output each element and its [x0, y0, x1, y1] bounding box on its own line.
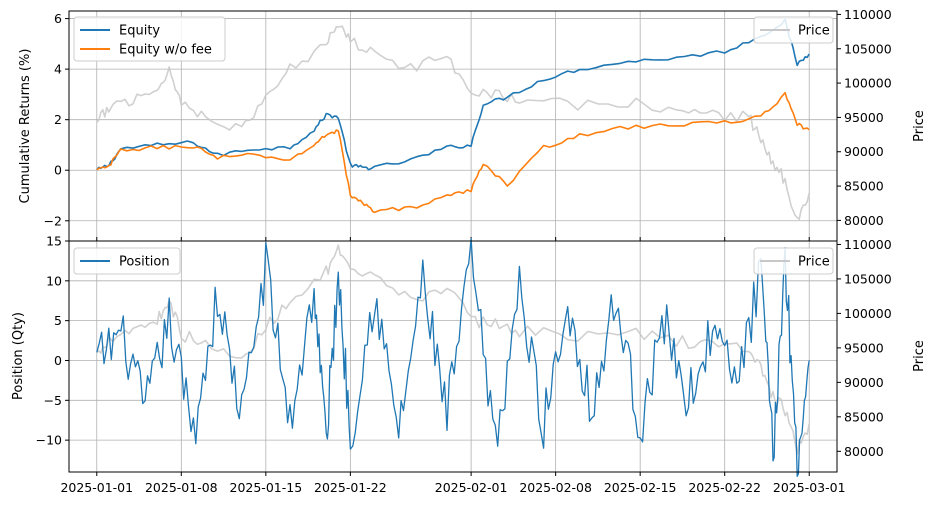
legend-box: [73, 247, 181, 275]
price-tick-label: 90000: [844, 375, 884, 390]
series-line-price: [96, 25, 810, 221]
y-tick-label: 15: [46, 234, 62, 249]
position-y-axis-label: Position (Qty): [11, 312, 26, 400]
x-tick-label: 2025-02-01: [435, 480, 508, 495]
returns-legend-left: Equity Equity w/o fee: [73, 16, 226, 62]
y-tick-label: 10: [46, 273, 62, 288]
price-tick-label: 105000: [844, 271, 892, 286]
y-tick-label: 5: [54, 313, 62, 328]
returns-legend-right: Price: [753, 16, 834, 44]
series-line-position: [96, 238, 810, 477]
legend-box: [73, 16, 226, 62]
legend-label-position: Position: [119, 255, 170, 270]
x-tick-label: 2025-01-08: [145, 480, 218, 495]
price-tick-label: 80000: [844, 444, 884, 459]
x-tick-label: 2025-03-01: [773, 480, 846, 495]
y-tick-label: 2: [54, 112, 62, 127]
legend-label-equity-nofee: Equity w/o fee: [119, 43, 212, 58]
position-price-axis-label: Price: [912, 340, 927, 372]
series-line-price: [96, 244, 810, 455]
position-legend-left: Position: [73, 247, 181, 275]
y-tick-label: −10: [36, 433, 62, 448]
price-tick-label: 100000: [844, 306, 892, 321]
position-price-ticks: 80000 85000 90000 95000 100000 105000 110000: [837, 237, 892, 459]
y-tick-label: 4: [54, 62, 62, 77]
legend-label-price: Price: [798, 255, 830, 270]
position-legend-right: Price: [753, 247, 834, 275]
position-series: [96, 238, 810, 477]
date-x-ticks: 2025-01-01 2025-01-08 2025-01-15 2025-01-22…: [60, 472, 846, 495]
returns-price-series: [96, 25, 810, 221]
y-tick-label: 0: [54, 163, 62, 178]
price-tick-label: 80000: [844, 213, 884, 228]
legend-label-price: Price: [798, 24, 830, 39]
position-y-ticks: −10 −5 0 5 10 15: [36, 234, 69, 448]
x-tick-label: 2025-01-15: [230, 480, 303, 495]
price-tick-label: 85000: [844, 179, 884, 194]
y-tick-label: 0: [54, 353, 62, 368]
returns-price-ticks: 80000 85000 90000 95000 100000 105000 110000: [837, 7, 892, 228]
x-tick-label: 2025-02-08: [519, 480, 592, 495]
returns-price-axis-label: Price: [912, 110, 927, 142]
series-line-equity: [96, 18, 810, 171]
price-tick-label: 110000: [844, 7, 892, 22]
returns-y-ticks: −2 0 2 4 6: [44, 11, 69, 228]
x-tick-label: 2025-02-15: [604, 480, 677, 495]
y-tick-label: −2: [44, 213, 62, 228]
price-tick-label: 90000: [844, 144, 884, 159]
price-tick-label: 95000: [844, 110, 884, 125]
returns-y-axis-label: Cumulative Returns (%): [18, 49, 33, 204]
series-line-equity-w-o-fee: [96, 91, 810, 214]
price-tick-label: 95000: [844, 340, 884, 355]
returns-grid: [69, 11, 837, 241]
price-tick-label: 105000: [844, 41, 892, 56]
legend-label-equity: Equity: [119, 24, 160, 39]
y-tick-label: 6: [54, 11, 62, 26]
price-tick-label: 100000: [844, 76, 892, 91]
price-tick-label: 110000: [844, 237, 892, 252]
x-tick-label: 2025-01-22: [314, 480, 387, 495]
returns-panel: −2 0 2 4 6 80000 85000 90000 95000 100000 105000 1…: [18, 7, 927, 242]
x-tick-label: 2025-02-22: [688, 480, 761, 495]
returns-equity-series: [96, 18, 810, 214]
position-price-series: [96, 244, 810, 455]
x-tick-label: 2025-01-01: [60, 480, 133, 495]
legend-box: [753, 247, 834, 275]
y-tick-label: −5: [44, 393, 62, 408]
position-panel: −10 −5 0 5 10 15 80000 85000 90000 95000 100000 10…: [11, 234, 927, 496]
position-plot-frame: [68, 240, 838, 473]
legend-box: [753, 16, 834, 44]
price-tick-label: 85000: [844, 409, 884, 424]
